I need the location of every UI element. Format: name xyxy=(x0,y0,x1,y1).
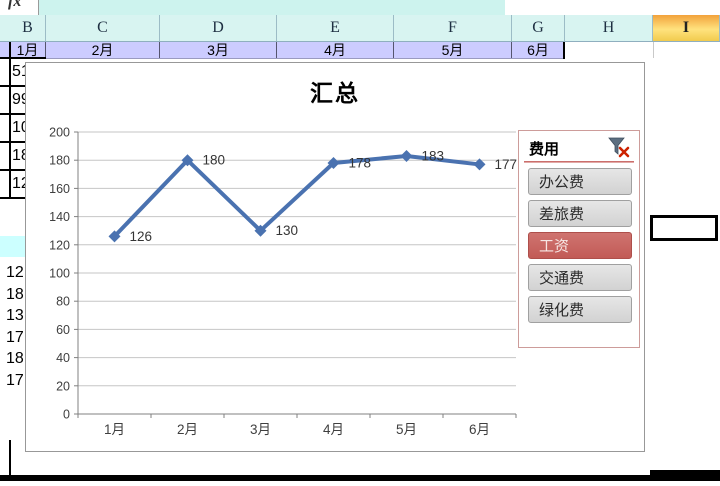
cell-border-line xyxy=(0,169,46,171)
y-axis-label: 0 xyxy=(63,408,70,422)
cell-month-5月[interactable]: 5月 xyxy=(394,42,512,58)
cell-month-2月[interactable]: 2月 xyxy=(46,42,160,58)
cell-value[interactable]: 13 xyxy=(6,307,24,324)
data-label: 177 xyxy=(495,157,518,172)
y-axis-label: 120 xyxy=(49,238,70,252)
data-point-marker[interactable] xyxy=(327,157,340,170)
data-point-marker[interactable] xyxy=(400,149,413,162)
slicer-item-工资[interactable]: 工资 xyxy=(528,232,632,259)
x-axis-label: 2月 xyxy=(177,422,198,437)
x-axis-label: 1月 xyxy=(104,422,125,437)
slicer-item-绿化费[interactable]: 绿化费 xyxy=(528,296,632,323)
chart-title: 汇总 xyxy=(310,81,360,106)
cell-border-line xyxy=(9,440,11,476)
data-point-marker[interactable] xyxy=(473,158,486,171)
cell-month-6月[interactable]: 6月 xyxy=(512,42,565,58)
data-point-marker[interactable] xyxy=(108,230,121,243)
y-axis-label: 40 xyxy=(56,351,70,365)
data-label: 126 xyxy=(130,229,153,244)
column-header-I[interactable]: I xyxy=(653,15,720,41)
fx-icon: fx xyxy=(8,0,22,10)
data-label: 180 xyxy=(203,153,226,168)
column-header-B[interactable]: B xyxy=(10,15,46,41)
column-header-G[interactable]: G xyxy=(512,15,565,41)
slicer-panel[interactable]: 费用 办公费差旅费工资交通费绿化费 xyxy=(518,130,640,348)
y-axis-label: 100 xyxy=(49,267,70,281)
x-axis-label: 5月 xyxy=(396,422,417,437)
cell-value[interactable]: 18 xyxy=(6,350,24,367)
line-series-工资[interactable] xyxy=(112,153,482,239)
cell-value[interactable]: 12 xyxy=(6,264,24,281)
column-header-C[interactable]: C xyxy=(46,15,160,41)
slicer-item-办公费[interactable]: 办公费 xyxy=(528,168,632,195)
slicer-item-差旅费[interactable]: 差旅费 xyxy=(528,200,632,227)
slicer-divider xyxy=(524,161,634,163)
gridline xyxy=(653,42,654,58)
y-axis-label: 140 xyxy=(49,210,70,224)
cell-border-line xyxy=(563,42,565,59)
cell-border-line xyxy=(0,57,46,59)
thick-bottom-border xyxy=(0,475,720,481)
cell-month-3月[interactable]: 3月 xyxy=(160,42,277,58)
cell-border-line xyxy=(0,197,46,199)
thick-bottom-border-step xyxy=(650,470,720,475)
cell-border-line xyxy=(0,85,46,87)
y-axis-label: 60 xyxy=(56,323,70,337)
cell-month-1月[interactable]: 1月 xyxy=(10,42,46,58)
line-chart: 0 20 40 60 80 100 120 140 160 180 200 1月 2月 3月 4月 5月 6月 1… xyxy=(49,126,518,438)
cell-border-line xyxy=(0,113,46,115)
x-axis-label: 6月 xyxy=(469,422,490,437)
data-label: 183 xyxy=(422,148,445,163)
active-cell-selection[interactable] xyxy=(650,215,718,241)
cell-value[interactable]: 18 xyxy=(6,285,24,303)
y-axis-label: 180 xyxy=(49,154,70,168)
formula-bar-strip: fx xyxy=(0,0,720,15)
cell-border-line xyxy=(0,141,46,143)
data-label: 130 xyxy=(276,223,299,238)
highlighted-cell[interactable] xyxy=(0,236,25,257)
clear-filter-icon[interactable] xyxy=(607,136,631,158)
column-header-D[interactable]: D xyxy=(160,15,277,41)
y-axis-label: 80 xyxy=(56,295,70,309)
y-axis-label: 160 xyxy=(49,182,70,196)
cell-border-line xyxy=(9,42,11,199)
slicer-title: 费用 xyxy=(529,141,560,158)
column-header-F[interactable]: F xyxy=(394,15,512,41)
y-axis-label: 20 xyxy=(56,379,70,393)
formula-input-area[interactable] xyxy=(505,0,720,15)
column-header-E[interactable]: E xyxy=(277,15,394,41)
insert-function-button[interactable]: fx xyxy=(0,0,39,15)
cell-value[interactable]: 17 xyxy=(6,371,24,389)
month-header-row: 1月 2月 3月 4月 5月 6月 xyxy=(0,42,565,59)
y-axis-label: 200 xyxy=(49,126,70,140)
data-point-marker[interactable] xyxy=(254,224,267,237)
slicer-item-交通费[interactable]: 交通费 xyxy=(528,264,632,291)
cell-month-4月[interactable]: 4月 xyxy=(277,42,394,58)
column-header-H[interactable]: H xyxy=(565,15,653,41)
cell-value[interactable]: 17 xyxy=(6,328,24,346)
x-axis-label: 3月 xyxy=(250,422,271,437)
data-point-marker[interactable] xyxy=(181,154,194,167)
x-axis-label: 4月 xyxy=(323,422,344,437)
data-label: 178 xyxy=(349,156,372,171)
